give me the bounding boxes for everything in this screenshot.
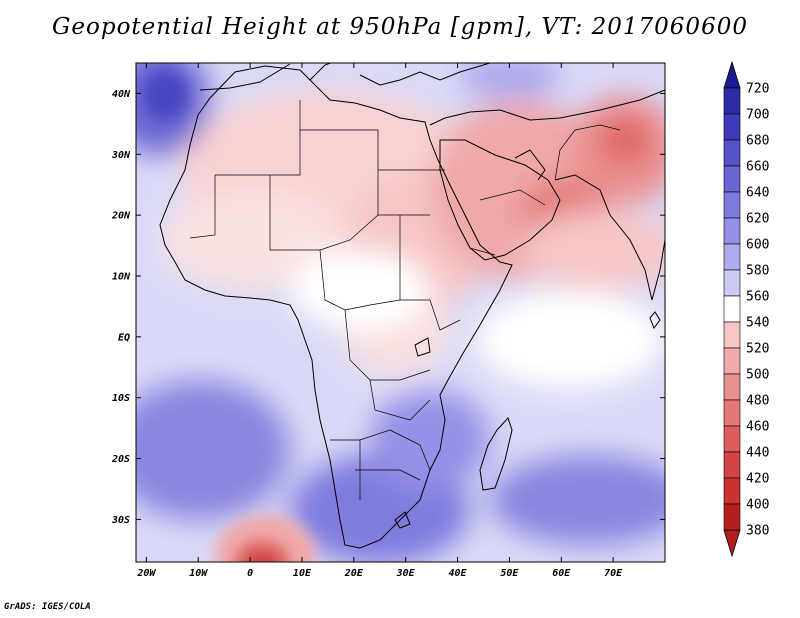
lat-label: EQ: [118, 332, 130, 343]
colorbar-swatch: [723, 217, 741, 245]
colorbar-swatch: [723, 269, 741, 297]
height-field: [136, 63, 665, 562]
colorbar-swatch: [723, 139, 741, 167]
lat-tick: 20N: [111, 211, 665, 222]
lat-label: 20N: [111, 211, 131, 222]
colorbar-label: 400: [746, 498, 769, 513]
colorbar-label: 520: [746, 342, 769, 357]
colorbar-swatch: [723, 295, 741, 323]
colorbar-swatch: [723, 425, 741, 453]
colorbar-swatch: [723, 399, 741, 427]
lon-label: 70E: [604, 568, 623, 579]
lon-label: 60E: [552, 568, 571, 579]
colorbar-swatch: [723, 113, 741, 141]
lon-label: 20W: [136, 568, 156, 579]
lon-tick: 30E: [396, 63, 416, 579]
plot-frame: [135, 62, 666, 563]
colorbar-label: 380: [746, 524, 769, 539]
lon-label: 40E: [449, 568, 468, 579]
colorbar-label: 540: [746, 316, 769, 331]
lat-label: 30S: [111, 515, 130, 526]
credit-text: GrADS: IGES/COLA: [4, 602, 91, 612]
lon-label: 10E: [293, 568, 312, 579]
lat-tick: 30N: [111, 150, 665, 161]
lat-label: 30N: [111, 150, 131, 161]
colorbar-label: 680: [746, 134, 769, 149]
lat-label: 40N: [112, 89, 131, 100]
colorbar-label: 640: [746, 186, 769, 201]
lon-label: 20E: [344, 568, 364, 579]
lon-label: 50E: [500, 568, 519, 579]
colorbar-swatch: [723, 451, 741, 479]
colorbar-swatch: [723, 477, 741, 505]
lat-tick: 20S: [111, 454, 665, 465]
lat-label: 10N: [112, 271, 131, 282]
colorbar-label: 440: [746, 446, 769, 461]
colorbar-label: 600: [746, 238, 769, 253]
lon-tick: 20E: [344, 63, 364, 579]
colorbar-swatch: [723, 165, 741, 193]
colorbar-label: 480: [746, 394, 769, 409]
lon-label: 10W: [189, 568, 208, 579]
colorbar-swatch: [723, 373, 741, 401]
lat-tick: 30S: [111, 515, 665, 526]
colorbar-label: 560: [746, 290, 769, 305]
lon-tick: 60E: [552, 63, 571, 579]
colorbar-swatch: [723, 321, 741, 349]
lon-tick: 70E: [604, 63, 623, 579]
colorbar-arrow-top: [723, 60, 741, 89]
colorbar-swatch: [723, 243, 741, 271]
colorbar-label: 620: [746, 212, 769, 227]
lon-tick: 10W: [189, 63, 208, 579]
lat-label: 20S: [111, 454, 130, 465]
colorbar-swatch: [723, 191, 741, 219]
lon-tick: 50E: [500, 63, 519, 579]
colorbar-label: 460: [746, 420, 769, 435]
map-title: Geopotential Height at 950hPa [gpm], VT:…: [52, 14, 748, 40]
longitude-axis: 20W 10W 0 10E 20E 30E 40E 50E 60E 70E: [136, 63, 623, 579]
colorbar-swatch: [723, 347, 741, 375]
coastlines: [159, 63, 665, 549]
lat-tick: EQ: [118, 332, 665, 343]
lon-tick: 40E: [449, 63, 468, 579]
colorbar-swatch: [723, 503, 741, 531]
colorbar-label: 720: [746, 82, 769, 97]
lon-tick: 0: [247, 63, 253, 579]
lon-tick: 20W: [136, 63, 156, 579]
latitude-axis: 40N 30N 20N 10N EQ 10S 20S 30S: [111, 89, 665, 526]
lat-tick: 40N: [112, 89, 665, 100]
colorbar-label: 420: [746, 472, 769, 487]
colorbar-swatch: [723, 87, 741, 115]
colorbar-label: 700: [746, 108, 769, 123]
colorbar-label: 580: [746, 264, 769, 279]
lat-tick: 10S: [112, 393, 665, 404]
lon-label: 0: [247, 568, 253, 579]
lon-tick: 10E: [293, 63, 312, 579]
colorbar-label: 500: [746, 368, 769, 383]
country-borders: [189, 100, 621, 500]
lon-label: 30E: [396, 568, 416, 579]
lat-label: 10S: [112, 393, 130, 404]
lat-tick: 10N: [112, 271, 665, 282]
colorbar: 720 700 680 660 640 620 600 580 560 540 520 500 480 4…: [723, 60, 769, 558]
colorbar-label: 660: [746, 160, 769, 175]
colorbar-arrow-bottom: [723, 529, 741, 558]
